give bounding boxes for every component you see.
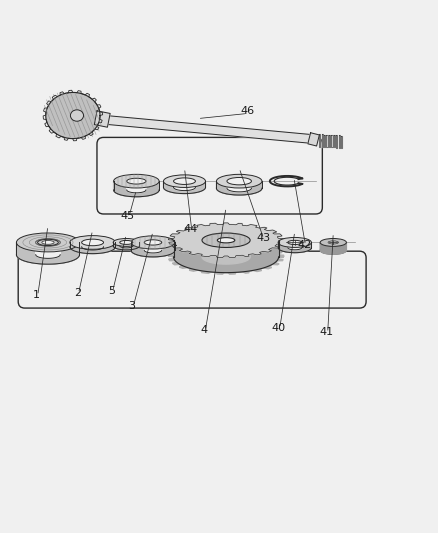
Polygon shape	[328, 135, 329, 147]
Polygon shape	[287, 243, 301, 250]
Polygon shape	[333, 135, 334, 148]
Polygon shape	[340, 135, 341, 148]
Ellipse shape	[113, 238, 139, 246]
Ellipse shape	[70, 236, 115, 249]
Ellipse shape	[144, 248, 161, 253]
Polygon shape	[70, 243, 115, 254]
Text: 42: 42	[297, 240, 311, 249]
Ellipse shape	[16, 245, 79, 264]
Polygon shape	[94, 111, 110, 127]
Polygon shape	[338, 135, 339, 148]
Ellipse shape	[35, 239, 60, 246]
Ellipse shape	[217, 254, 234, 260]
Ellipse shape	[113, 242, 139, 250]
Ellipse shape	[127, 187, 146, 193]
Ellipse shape	[173, 178, 195, 184]
Polygon shape	[105, 116, 313, 143]
Polygon shape	[201, 240, 250, 264]
Polygon shape	[318, 134, 320, 147]
Polygon shape	[144, 243, 161, 253]
Polygon shape	[113, 243, 139, 250]
Ellipse shape	[81, 239, 103, 246]
Text: 44: 44	[184, 224, 198, 235]
Polygon shape	[168, 223, 283, 257]
Ellipse shape	[226, 177, 251, 185]
Polygon shape	[81, 243, 103, 250]
Ellipse shape	[42, 240, 54, 244]
Ellipse shape	[70, 110, 83, 121]
Ellipse shape	[113, 174, 159, 188]
Text: 1: 1	[33, 290, 40, 300]
Ellipse shape	[81, 244, 103, 250]
Text: 3: 3	[128, 301, 135, 311]
Text: 45: 45	[120, 211, 134, 221]
Polygon shape	[35, 243, 60, 259]
Ellipse shape	[287, 240, 301, 245]
Ellipse shape	[319, 238, 346, 246]
Text: 46: 46	[240, 106, 254, 116]
Polygon shape	[173, 240, 278, 272]
Ellipse shape	[287, 246, 301, 250]
Polygon shape	[173, 181, 195, 191]
Polygon shape	[16, 243, 79, 264]
Text: 43: 43	[256, 233, 270, 243]
Ellipse shape	[173, 184, 195, 191]
Text: 40: 40	[271, 323, 285, 333]
Polygon shape	[319, 243, 346, 254]
Polygon shape	[331, 135, 332, 147]
Ellipse shape	[120, 240, 133, 245]
Polygon shape	[127, 181, 146, 193]
Ellipse shape	[216, 181, 261, 195]
Ellipse shape	[16, 233, 79, 252]
Polygon shape	[226, 181, 251, 192]
Ellipse shape	[70, 240, 115, 254]
Ellipse shape	[163, 175, 205, 188]
Ellipse shape	[131, 244, 174, 257]
Polygon shape	[323, 135, 325, 147]
Ellipse shape	[278, 237, 311, 247]
Polygon shape	[131, 243, 174, 257]
Polygon shape	[113, 181, 159, 197]
Ellipse shape	[319, 246, 346, 254]
Polygon shape	[321, 134, 322, 147]
Text: 41: 41	[319, 327, 333, 337]
Text: 4: 4	[200, 325, 207, 335]
Ellipse shape	[144, 240, 161, 245]
Ellipse shape	[201, 233, 250, 247]
Ellipse shape	[38, 239, 58, 246]
Ellipse shape	[216, 174, 261, 188]
Ellipse shape	[226, 184, 251, 192]
Polygon shape	[278, 243, 311, 253]
Text: 2: 2	[74, 288, 81, 298]
Ellipse shape	[120, 244, 133, 248]
Ellipse shape	[131, 236, 174, 249]
Ellipse shape	[113, 183, 159, 197]
Ellipse shape	[217, 238, 234, 243]
Polygon shape	[307, 133, 318, 146]
Ellipse shape	[278, 243, 311, 253]
Polygon shape	[120, 243, 133, 248]
Ellipse shape	[35, 251, 60, 259]
Polygon shape	[326, 135, 327, 147]
Ellipse shape	[127, 178, 146, 184]
Text: 5: 5	[108, 286, 115, 296]
Polygon shape	[216, 181, 261, 195]
Polygon shape	[168, 239, 283, 274]
Ellipse shape	[163, 181, 205, 193]
Polygon shape	[163, 181, 205, 193]
Polygon shape	[46, 92, 100, 139]
